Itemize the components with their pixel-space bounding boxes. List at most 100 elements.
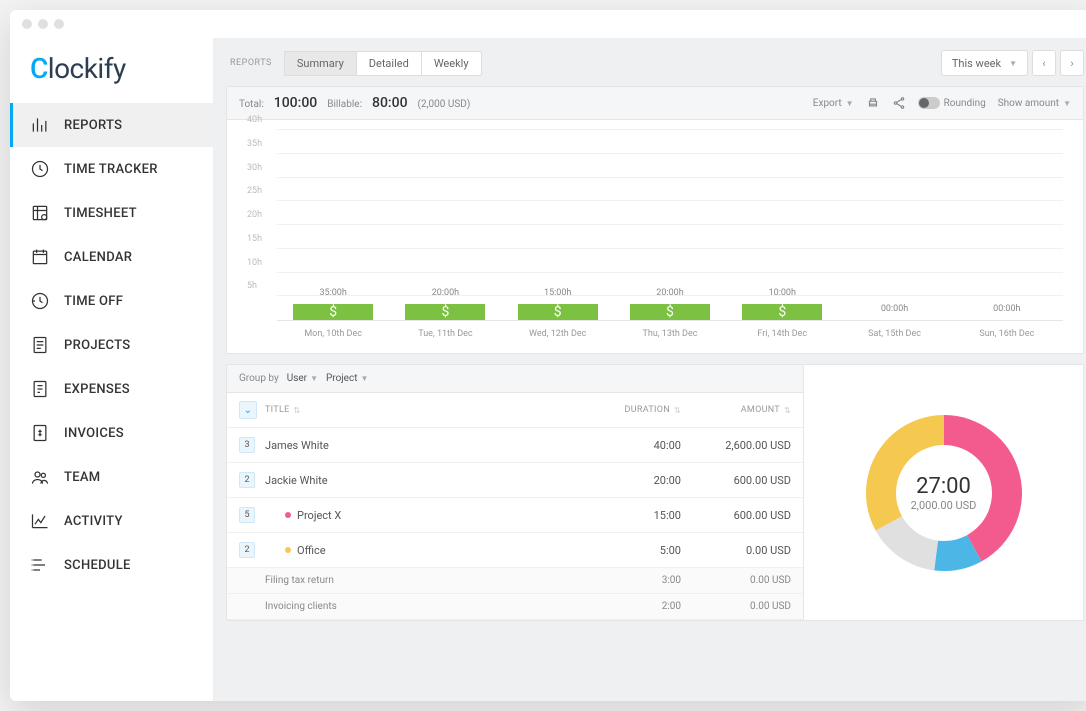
row-amount: 0.00 USD <box>681 601 791 612</box>
report-tabs: REPORTS SummaryDetailedWeekly <box>226 51 482 76</box>
projects-icon <box>30 335 50 355</box>
table-row[interactable]: 3James White40:002,600.00 USD <box>227 428 803 463</box>
chevron-down-icon: ▼ <box>361 374 369 383</box>
export-button[interactable]: Export ▼ <box>813 98 854 109</box>
date-range-label: This week <box>952 57 1001 70</box>
chart-header-actions: Export ▼ Rounding Show amount ▼ <box>813 96 1071 110</box>
sidebar-item-time-tracker[interactable]: TIME TRACKER <box>10 147 213 191</box>
x-axis-label: Mon, 10th Dec <box>277 321 389 347</box>
sidebar-item-label: TIME TRACKER <box>64 162 158 177</box>
sort-icon: ⇅ <box>294 406 301 415</box>
window-close-icon[interactable] <box>22 19 32 29</box>
chevron-down-icon: ▼ <box>310 374 318 383</box>
sidebar-item-activity[interactable]: ACTIVITY <box>10 499 213 543</box>
share-button[interactable] <box>892 96 906 110</box>
x-axis-label: Tue, 11th Dec <box>389 321 501 347</box>
sidebar-item-label: EXPENSES <box>64 382 130 397</box>
donut-chart: 27:00 2,000.00 USD <box>859 408 1029 578</box>
row-count-badge: 2 <box>239 542 255 558</box>
expand-all-button[interactable]: ⌄ <box>239 401 257 419</box>
table-row[interactable]: 5Project X15:00600.00 USD <box>227 498 803 533</box>
y-axis-label: 20h <box>247 210 262 220</box>
sidebar-item-label: TIME OFF <box>64 294 123 309</box>
row-title: Filing tax return <box>265 575 581 586</box>
row-title: Jackie White <box>265 474 581 487</box>
groupby-label: Group by <box>239 373 279 384</box>
donut-sub: 2,000.00 USD <box>911 499 977 512</box>
col-duration[interactable]: DURATION⇅ <box>581 405 681 415</box>
y-axis-label: 35h <box>247 139 262 149</box>
bottom-row: Group by User ▼ Project ▼ ⌄ TITLE⇅ DURAT… <box>226 364 1084 621</box>
bar-value-label: 00:00h <box>881 304 908 314</box>
prev-range-button[interactable]: ‹ <box>1032 50 1056 76</box>
table-row[interactable]: 2Jackie White20:00600.00 USD <box>227 463 803 498</box>
y-axis-label: 10h <box>247 258 262 268</box>
row-duration: 3:00 <box>581 575 681 586</box>
window-min-icon[interactable] <box>38 19 48 29</box>
rounding-toggle[interactable]: Rounding <box>918 97 986 109</box>
timesheet-icon <box>30 203 50 223</box>
sidebar-item-label: INVOICES <box>64 426 124 441</box>
table-row[interactable]: 2Office5:000.00 USD <box>227 533 803 568</box>
sidebar-item-team[interactable]: TEAM <box>10 455 213 499</box>
date-range-select[interactable]: This week ▼ <box>941 50 1028 76</box>
show-amount-select[interactable]: Show amount ▼ <box>998 98 1071 109</box>
sidebar-item-invoices[interactable]: INVOICES <box>10 411 213 455</box>
sidebar-item-schedule[interactable]: SCHEDULE <box>10 543 213 587</box>
expenses-icon <box>30 379 50 399</box>
billable-amount: (2,000 USD) <box>418 99 471 110</box>
chart-bar: 15:00h$ <box>502 304 614 320</box>
row-title: James White <box>265 439 581 452</box>
row-duration: 2:00 <box>581 601 681 612</box>
brand-initial: C <box>30 52 48 85</box>
sidebar-item-label: CALENDAR <box>64 250 132 265</box>
brand-logo: Clockify <box>10 38 213 103</box>
y-axis-label: 40h <box>247 115 262 125</box>
table-row[interactable]: Filing tax return3:000.00 USD <box>227 568 803 594</box>
col-amount[interactable]: AMOUNT⇅ <box>681 405 791 415</box>
row-duration: 40:00 <box>581 439 681 452</box>
sidebar: Clockify REPORTS TIME TRACKER TIMESHEET CAL… <box>10 38 214 701</box>
sidebar-item-calendar[interactable]: CALENDAR <box>10 235 213 279</box>
row-duration: 20:00 <box>581 474 681 487</box>
sidebar-item-time-off[interactable]: TIME OFF <box>10 279 213 323</box>
tab-detailed[interactable]: Detailed <box>357 51 422 76</box>
col-title[interactable]: TITLE⇅ <box>265 405 581 415</box>
tab-summary[interactable]: Summary <box>284 51 357 76</box>
sidebar-item-label: TIMESHEET <box>64 206 137 221</box>
row-title: Office <box>265 544 581 557</box>
chart-bar: 10:00h$ <box>726 304 838 320</box>
table-row[interactable]: Invoicing clients2:000.00 USD <box>227 594 803 620</box>
timeoff-icon <box>30 291 50 311</box>
range-controls: This week ▼ ‹ › <box>941 50 1084 76</box>
x-axis-label: Thu, 13th Dec <box>614 321 726 347</box>
sidebar-item-reports[interactable]: REPORTS <box>10 103 213 147</box>
row-title: Invoicing clients <box>265 601 581 612</box>
x-axis-label: Sat, 15th Dec <box>838 321 950 347</box>
bar-value-label: 20:00h <box>656 288 683 298</box>
y-axis-label: 25h <box>247 186 262 196</box>
donut-value: 27:00 <box>916 474 971 499</box>
y-axis-label: 30h <box>247 163 262 173</box>
print-button[interactable] <box>866 96 880 110</box>
chevron-down-icon: ▼ <box>846 99 854 108</box>
sidebar-item-timesheet[interactable]: TIMESHEET <box>10 191 213 235</box>
group-primary-select[interactable]: User ▼ <box>287 373 318 384</box>
window-max-icon[interactable] <box>54 19 64 29</box>
bar-chart-icon <box>30 115 50 135</box>
invoices-icon <box>30 423 50 443</box>
sidebar-item-label: REPORTS <box>64 118 122 133</box>
donut-center: 27:00 2,000.00 USD <box>859 408 1029 578</box>
next-range-button[interactable]: › <box>1060 50 1084 76</box>
sidebar-item-projects[interactable]: PROJECTS <box>10 323 213 367</box>
sidebar-item-expenses[interactable]: EXPENSES <box>10 367 213 411</box>
x-axis-label: Wed, 12th Dec <box>502 321 614 347</box>
sidebar-item-label: PROJECTS <box>64 338 130 353</box>
chart-panel-header: Total: 100:00 Billable: 80:00 (2,000 USD… <box>227 87 1083 120</box>
group-secondary-select[interactable]: Project ▼ <box>326 373 368 384</box>
calendar-icon <box>30 247 50 267</box>
tab-weekly[interactable]: Weekly <box>422 51 482 76</box>
bar-value-label: 10:00h <box>769 288 796 298</box>
chart-bar: 35:00h$ <box>277 304 389 320</box>
total-value: 100:00 <box>274 95 317 111</box>
